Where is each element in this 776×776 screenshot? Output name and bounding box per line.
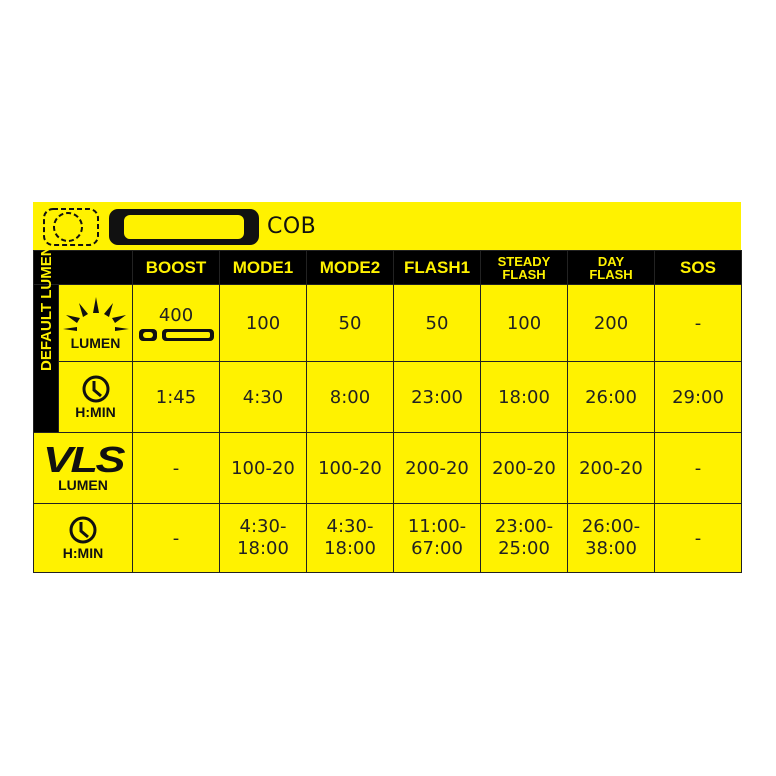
- cell-value: 4:30- 18:00: [306, 503, 394, 573]
- boost-cob-icon: [139, 328, 214, 341]
- header-row: BOOST MODE1 MODE2 FLASH1 STEADY FLASH DAY…: [33, 250, 742, 285]
- cell-value: 18:00: [480, 361, 568, 433]
- cell-value: 400: [132, 284, 220, 362]
- row-label-vls-lumen: VLS LUMEN: [33, 432, 133, 504]
- cell-value: 200: [567, 284, 655, 362]
- clock-icon: [82, 375, 109, 403]
- cell-value: 8:00: [306, 361, 394, 433]
- cell-value: 100-20: [306, 432, 394, 504]
- col-steady-flash: STEADY FLASH: [480, 250, 568, 285]
- light-type-label: COB: [267, 214, 317, 239]
- cell-value: 26:00: [567, 361, 655, 433]
- cell-value: 29:00: [654, 361, 742, 433]
- cell-value: -: [654, 284, 742, 362]
- vls-logo: VLS: [42, 439, 126, 480]
- cell-value: -: [132, 432, 220, 504]
- cell-value: 26:00- 38:00: [567, 503, 655, 573]
- cell-value: 200-20: [567, 432, 655, 504]
- cell-value: 23:00: [393, 361, 481, 433]
- table-row: DEFAULT LUMEN LUMEN 400 10: [33, 245, 742, 433]
- cell-value: 23:00- 25:00: [480, 503, 568, 573]
- col-mode1: MODE1: [219, 250, 307, 285]
- row-label-hmin: H:MIN: [58, 361, 133, 433]
- cell-value: 200-20: [480, 432, 568, 504]
- beam-pattern-icon: [43, 208, 99, 246]
- cell-value: 50: [306, 284, 394, 362]
- cell-value: -: [132, 503, 220, 573]
- cell-value: 100: [219, 284, 307, 362]
- cell-value: 4:30: [219, 361, 307, 433]
- row-label-lumen: LUMEN: [58, 284, 133, 362]
- cell-value: 11:00- 67:00: [393, 503, 481, 573]
- table-row: VLS LUMEN - 100-20 100-20 200-20 200-20 …: [33, 432, 742, 504]
- sun-icon: [62, 297, 129, 331]
- runtime-chart-panel: COB BOOST MODE1 MODE2 FLASH1 STEADY FLASH…: [33, 202, 742, 573]
- col-flash1: FLASH1: [393, 250, 481, 285]
- cell-value: -: [654, 503, 742, 573]
- table-row: H:MIN 1:45 4:30 8:00 23:00 18:00 26:00 2…: [34, 361, 742, 433]
- cell-value: 100: [480, 284, 568, 362]
- row-label-vls-hmin: H:MIN: [33, 503, 133, 573]
- cell-value: 1:45: [132, 361, 220, 433]
- light-type-header: COB: [33, 202, 741, 250]
- default-lumen-label: DEFAULT LUMEN: [33, 245, 59, 433]
- col-boost: BOOST: [132, 250, 220, 285]
- cell-value: 100-20: [219, 432, 307, 504]
- col-mode2: MODE2: [306, 250, 394, 285]
- table-row: H:MIN - 4:30- 18:00 4:30- 18:00 11:00- 67:0…: [33, 503, 742, 573]
- clock-icon: [69, 516, 97, 544]
- cell-value: -: [654, 432, 742, 504]
- cell-value: 200-20: [393, 432, 481, 504]
- runtime-table: BOOST MODE1 MODE2 FLASH1 STEADY FLASH DAY…: [33, 245, 742, 573]
- col-sos: SOS: [654, 250, 742, 285]
- cob-led-icon: [109, 209, 259, 245]
- cell-value: 50: [393, 284, 481, 362]
- col-day-flash: DAY FLASH: [567, 250, 655, 285]
- cell-value: 4:30- 18:00: [219, 503, 307, 573]
